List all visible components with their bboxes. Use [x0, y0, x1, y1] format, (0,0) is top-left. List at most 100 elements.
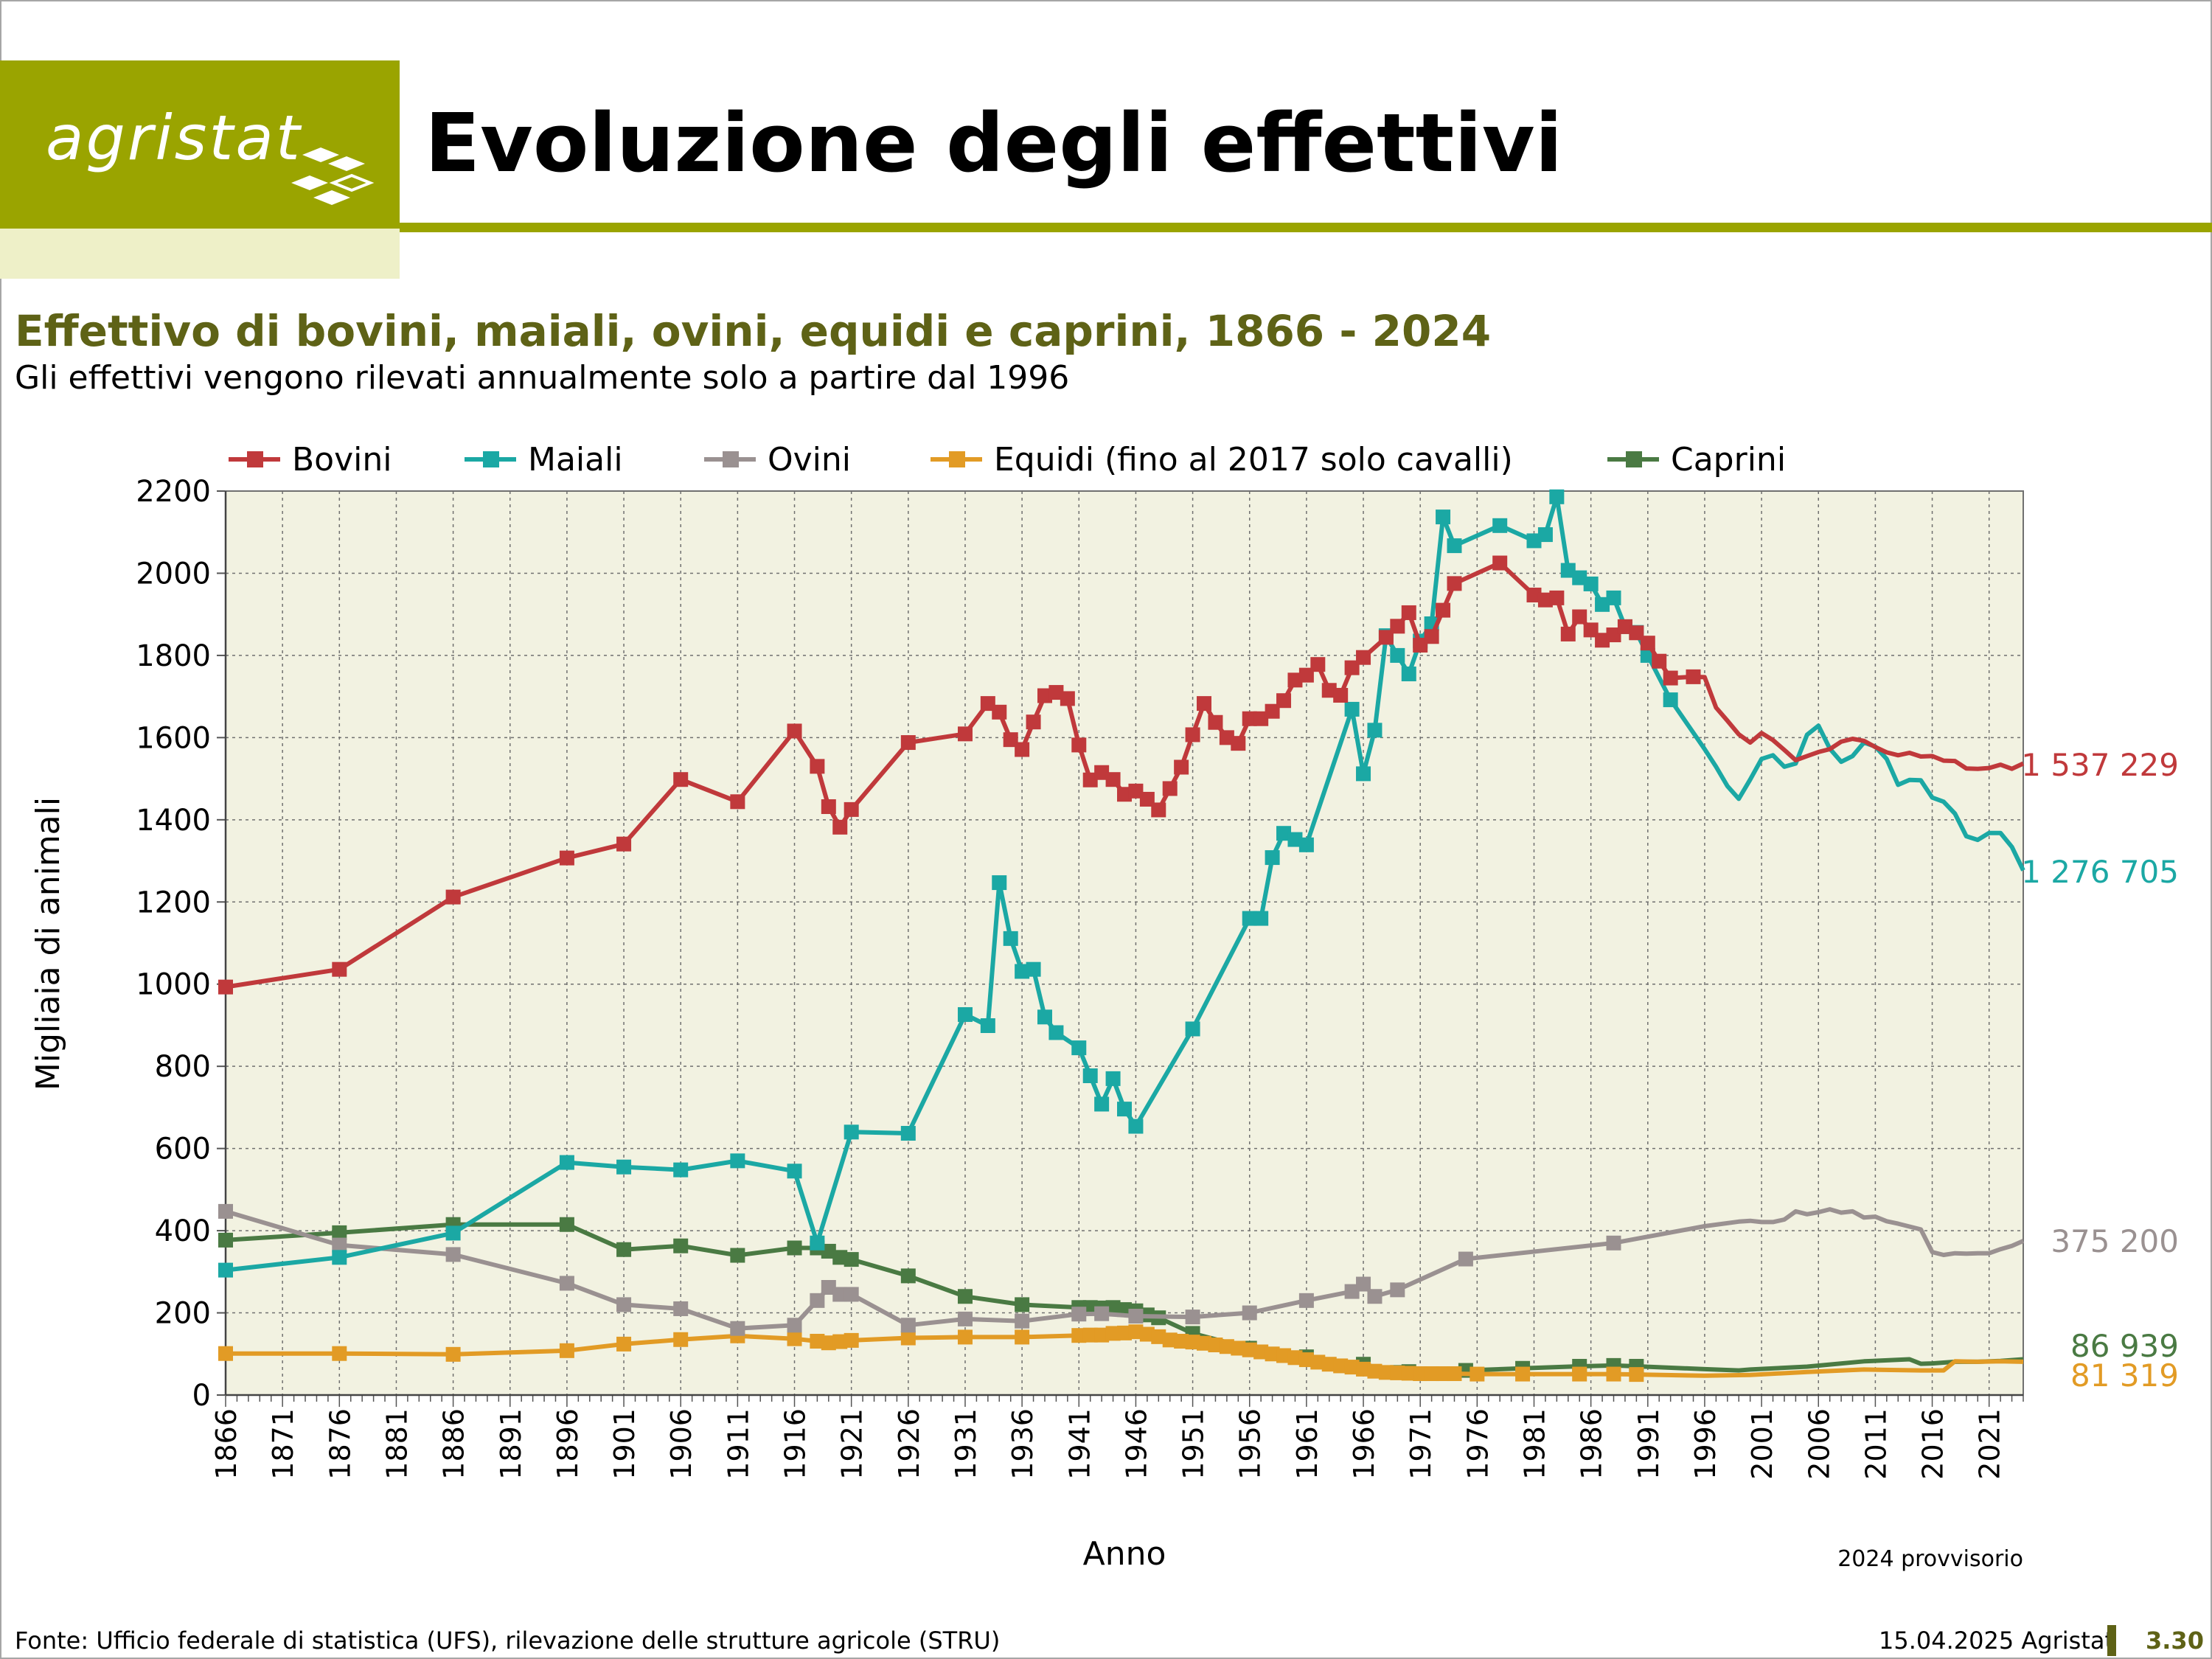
data-point [1151, 802, 1166, 818]
data-point [1265, 850, 1280, 866]
data-point [1447, 538, 1462, 554]
data-point [1265, 1346, 1280, 1362]
data-point [1185, 1021, 1200, 1037]
x-tick-label: 1941 [1063, 1408, 1096, 1480]
end-label: 375 200 [2051, 1223, 2179, 1259]
series-line [225, 1222, 2024, 1375]
data-point [1185, 1335, 1200, 1350]
data-point [730, 1321, 745, 1336]
data-point [957, 1006, 973, 1022]
data-point [1436, 1366, 1451, 1382]
data-point [1310, 657, 1326, 672]
y-tick-label: 1200 [136, 886, 211, 919]
data-point [1208, 714, 1223, 730]
data-point [900, 1268, 916, 1284]
data-point [1253, 1344, 1269, 1360]
x-tick-label: 1926 [893, 1408, 925, 1480]
data-point [900, 735, 916, 751]
data-point [730, 1248, 745, 1263]
data-point [1595, 597, 1610, 612]
x-tick-label: 1961 [1291, 1408, 1324, 1480]
data-point [1436, 602, 1451, 618]
x-tick-label: 1951 [1178, 1408, 1210, 1480]
data-point [1492, 555, 1508, 571]
data-point [218, 1262, 233, 1278]
y-tick-label: 1600 [136, 721, 211, 755]
plot-area [226, 491, 2023, 1395]
data-point [1447, 1366, 1462, 1382]
data-point [832, 1287, 848, 1302]
data-point [1424, 1366, 1439, 1382]
data-point [1560, 563, 1576, 578]
data-point [1390, 647, 1405, 663]
data-point [1424, 629, 1439, 644]
footer-date: 15.04.2025 Agristat [1879, 1627, 2115, 1655]
data-point [673, 1238, 689, 1253]
data-point [1663, 692, 1678, 708]
data-point [1174, 759, 1189, 775]
x-tick-label: 1956 [1234, 1408, 1267, 1480]
agristat-logo-mark [291, 147, 375, 205]
data-point [810, 1333, 825, 1349]
data-point [1629, 1367, 1644, 1382]
data-point [1378, 1365, 1394, 1380]
x-tick-label: 1936 [1006, 1408, 1039, 1480]
data-point [218, 979, 233, 995]
data-point [1537, 592, 1553, 608]
data-point [1242, 1305, 1257, 1321]
data-point [1492, 518, 1508, 533]
data-point [218, 1203, 233, 1219]
data-point [1071, 737, 1087, 753]
agristat-logo-text: agristat [46, 102, 302, 174]
x-tick-label: 1896 [552, 1408, 584, 1480]
data-point [1287, 1350, 1303, 1366]
data-point [810, 1235, 825, 1251]
data-point [1640, 636, 1655, 651]
y-tick-label: 400 [155, 1214, 211, 1248]
series-bovini [218, 555, 2025, 995]
y-tick-label: 1000 [136, 968, 211, 1002]
legend-label: Bovini [292, 441, 392, 479]
data-point [1298, 667, 1314, 683]
data-point [1413, 1366, 1428, 1382]
data-point [1162, 781, 1178, 796]
y-tick-label: 200 [155, 1297, 211, 1331]
data-point [1128, 1324, 1144, 1340]
x-tick-label: 2011 [1860, 1408, 1892, 1480]
data-point [1082, 1327, 1098, 1343]
data-point [559, 1155, 574, 1170]
x-tick-label: 1886 [438, 1408, 470, 1480]
y-tick-label: 800 [155, 1050, 211, 1084]
data-point [1333, 687, 1349, 703]
x-axis-title: Anno [1083, 1535, 1166, 1573]
footer-source: Fonte: Ufficio federale di statistica (U… [15, 1627, 1001, 1655]
legend-label: Caprini [1671, 441, 1786, 479]
x-tick-label: 1866 [210, 1408, 243, 1480]
data-point [1071, 1328, 1087, 1343]
data-point [730, 1153, 745, 1169]
data-point [616, 836, 632, 852]
data-point [1071, 1307, 1087, 1322]
data-point [1367, 723, 1382, 738]
data-point [1344, 660, 1360, 675]
data-point [559, 1343, 574, 1358]
data-point [332, 1237, 347, 1253]
data-point [332, 961, 347, 977]
data-point [1265, 703, 1280, 719]
data-point [1117, 787, 1132, 802]
legend-label: Maiali [528, 441, 623, 479]
data-point [1276, 1348, 1292, 1363]
data-point [844, 801, 859, 817]
legend-swatch-marker [723, 451, 739, 467]
data-point [832, 819, 848, 835]
series-ovini [218, 1203, 2025, 1336]
data-point [332, 1250, 347, 1265]
y-tick-label: 600 [155, 1133, 211, 1166]
data-point [1390, 619, 1405, 634]
data-point [1298, 1352, 1314, 1368]
data-point [559, 1276, 574, 1291]
legend-item: Maiali [465, 441, 623, 479]
data-point [1082, 1300, 1098, 1315]
data-point [1128, 1309, 1144, 1324]
